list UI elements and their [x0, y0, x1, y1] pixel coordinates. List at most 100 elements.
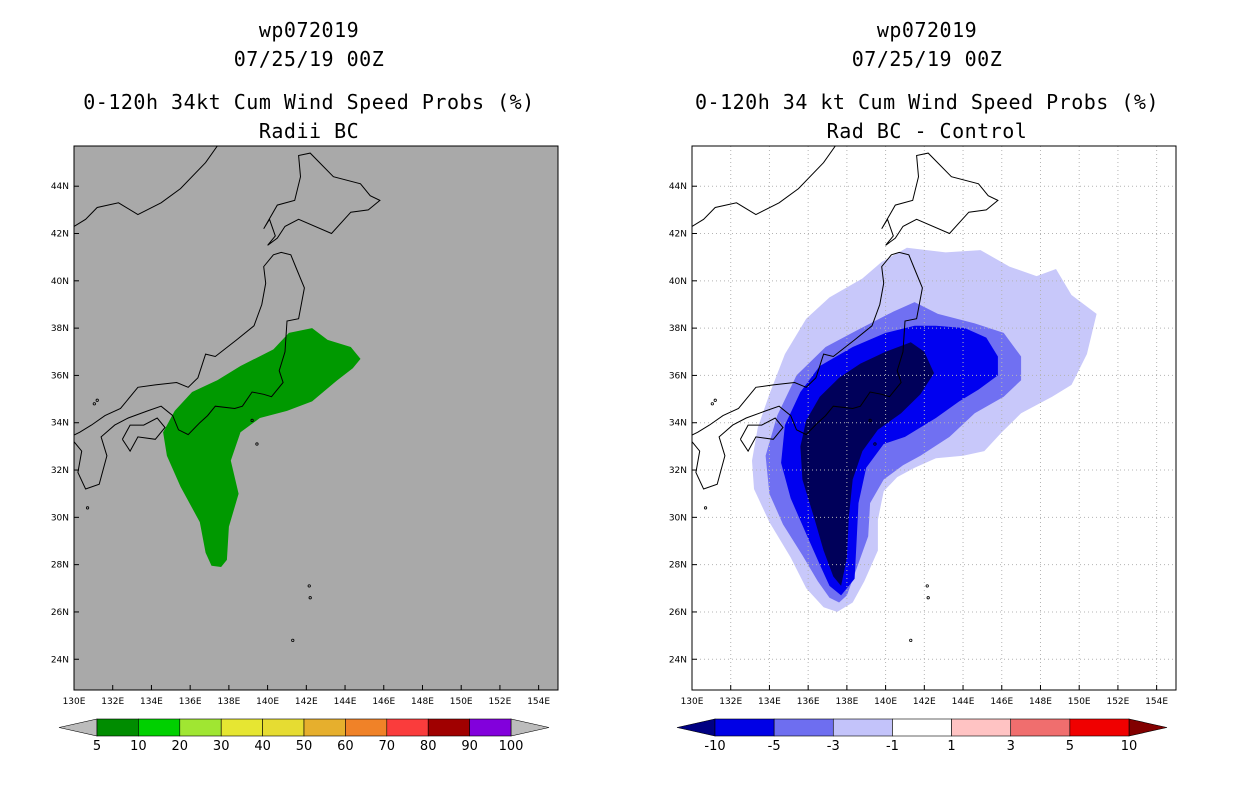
y-tick-label: 44N	[669, 182, 687, 192]
colorbar-bin	[469, 718, 512, 737]
colorbar-bin	[138, 718, 181, 737]
island	[925, 584, 929, 588]
x-tick-label: 146E	[372, 697, 395, 707]
x-tick-label: 142E	[295, 697, 318, 707]
x-tick-label: 146E	[990, 697, 1013, 707]
colorbar-label: 40	[254, 739, 271, 754]
y-tick-label: 36N	[51, 371, 69, 381]
colorbar-label: 3	[1007, 739, 1015, 754]
chart-title: 0-120h 34 kt Cum Wind Speed Probs (%)	[694, 90, 1160, 114]
y-tick-label: 40N	[669, 277, 687, 287]
x-tick-label: 130E	[681, 697, 704, 707]
colorbar-bin	[1010, 718, 1071, 737]
colorbar-bin	[427, 718, 470, 737]
colorbar-label: 60	[337, 739, 354, 754]
y-tick-label: 36N	[669, 371, 687, 381]
x-tick-label: 136E	[797, 697, 820, 707]
colorbar-bin	[714, 718, 775, 737]
island	[710, 402, 714, 406]
colorbar-low-triangle	[58, 718, 98, 737]
x-tick-label: 148E	[411, 697, 434, 707]
x-tick-label: 144E	[334, 697, 357, 707]
colorbar-label: -1	[886, 739, 899, 754]
colorbar-bin	[262, 718, 305, 737]
plot-frame	[691, 145, 1177, 691]
island	[873, 442, 877, 446]
x-tick-label: 154E	[1145, 697, 1168, 707]
y-tick-label: 32N	[51, 466, 69, 476]
y-tick-label: 42N	[669, 230, 687, 240]
x-tick-label: 136E	[179, 697, 202, 707]
right-panel: wp072019 07/25/19 00Z 0-120h 34 kt Cum W…	[618, 0, 1236, 800]
coastline	[954, 146, 956, 147]
colorbar-low-triangle	[676, 718, 716, 737]
island	[868, 418, 872, 422]
x-tick-label: 132E	[101, 697, 124, 707]
colorbar-bin	[832, 718, 893, 737]
x-tick-label: 148E	[1029, 697, 1052, 707]
island	[92, 402, 96, 406]
y-tick-label: 42N	[51, 230, 69, 240]
probability-region	[163, 328, 361, 567]
x-tick-label: 144E	[952, 697, 975, 707]
x-tick-label: 134E	[140, 697, 163, 707]
colorbar-bin	[303, 718, 346, 737]
coastline	[692, 226, 693, 230]
x-tick-label: 150E	[450, 697, 473, 707]
colorbar-bin	[179, 718, 222, 737]
colorbar-high-triangle	[510, 718, 550, 737]
coastline	[881, 152, 999, 246]
y-tick-label: 32N	[669, 466, 687, 476]
colorbar-label: 10	[1121, 739, 1138, 754]
y-tick-label: 26N	[51, 608, 69, 618]
x-tick-label: 152E	[1106, 697, 1129, 707]
colorbar-label: 90	[461, 739, 478, 754]
x-tick-label: 140E	[256, 697, 279, 707]
map-plot: 130E 132E 134E 136E 138E 140E 142E 144E 146E 148E…	[51, 145, 559, 754]
colorbar-label: -10	[704, 739, 725, 754]
storm-id-title: wp072019	[876, 18, 978, 42]
colorbar-bin	[773, 718, 834, 737]
colorbar-label: 20	[172, 739, 189, 754]
coastline	[304, 146, 305, 147]
x-tick-label: 130E	[63, 697, 86, 707]
probability-region	[800, 342, 934, 586]
y-tick-label: 38N	[51, 324, 69, 334]
colorbar-high-triangle	[1128, 718, 1168, 737]
y-tick-label: 26N	[669, 608, 687, 618]
y-tick-label: 28N	[51, 561, 69, 571]
colorbar-label: 80	[420, 739, 437, 754]
x-tick-label: 138E	[217, 697, 240, 707]
storm-id-title: wp072019	[258, 18, 360, 42]
colorbar-label: 100	[499, 739, 524, 754]
chart-title: 0-120h 34kt Cum Wind Speed Probs (%)	[83, 90, 535, 114]
chart-subtitle: Radii BC	[258, 119, 360, 143]
coastline	[692, 146, 836, 227]
colorbar-bin	[892, 718, 952, 737]
island	[703, 506, 708, 510]
y-tick-label: 24N	[51, 655, 69, 665]
chart-subtitle: Rad BC - Control	[826, 119, 1028, 143]
island	[909, 638, 913, 642]
coastline	[922, 146, 923, 147]
island	[52, 405, 54, 407]
island	[85, 506, 90, 510]
x-tick-label: 154E	[527, 697, 550, 707]
island	[250, 418, 254, 422]
coastline	[739, 417, 784, 453]
coastline	[74, 146, 218, 227]
colorbar-bin	[96, 718, 139, 737]
island	[291, 638, 295, 642]
date-title: 07/25/19 00Z	[233, 47, 385, 71]
colorbar-label: 10	[130, 739, 147, 754]
x-tick-label: 132E	[719, 697, 742, 707]
island	[308, 596, 312, 600]
y-tick-label: 24N	[669, 655, 687, 665]
y-tick-label: 38N	[669, 324, 687, 334]
colorbar-label: 5	[93, 739, 101, 754]
island	[926, 596, 930, 600]
colorbar-label: -5	[768, 739, 781, 754]
colorbar-bin	[386, 718, 429, 737]
y-tick-label: 40N	[51, 277, 69, 287]
colorbar-label: -3	[827, 739, 840, 754]
